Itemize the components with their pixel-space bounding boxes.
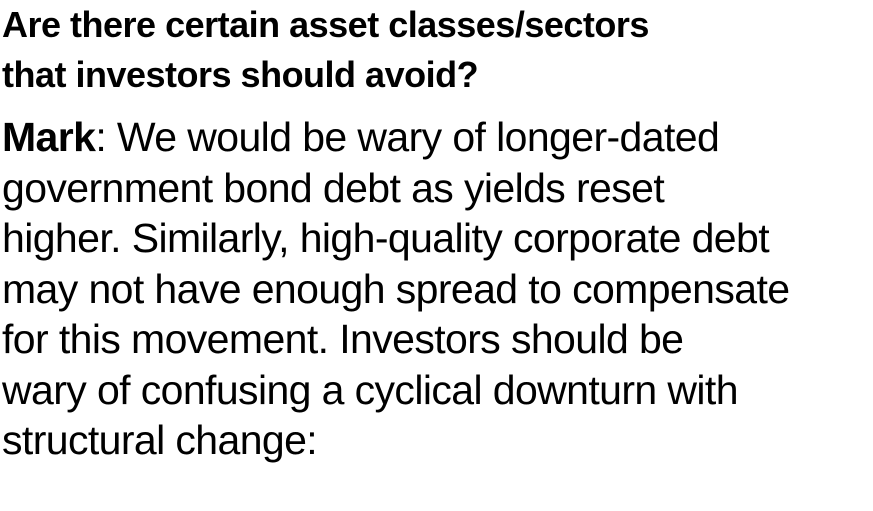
answer-line-6: wary of confusing a cyclical downturn wi… — [2, 366, 739, 413]
answer-line-4: may not have enough spread to compensate — [2, 265, 790, 312]
answer-line-5: for this movement. Investors should be — [2, 316, 684, 362]
speaker-name: Mark — [2, 114, 96, 160]
answer-line-3: higher. Similarly, high-quality corporat… — [2, 215, 770, 261]
question-line-2: that investors should avoid? — [2, 54, 479, 95]
answer-line-1: Mark: We would be wary of longer-dated — [2, 112, 872, 163]
article: Are there certain asset classes/sectors … — [2, 0, 872, 466]
answer-paragraph: Mark: We would be wary of longer-dated g… — [2, 112, 872, 466]
answer-line-2: government bond debt as yields reset — [2, 164, 665, 211]
speaker-separator: : — [95, 114, 117, 160]
answer-line-7: structural change: — [2, 417, 318, 463]
question-line-1: Are there certain asset classes/sectors — [2, 4, 649, 45]
question-heading: Are there certain asset classes/sectors … — [2, 0, 872, 100]
answer-line-1-text: We would be wary of longer-dated — [116, 114, 720, 160]
